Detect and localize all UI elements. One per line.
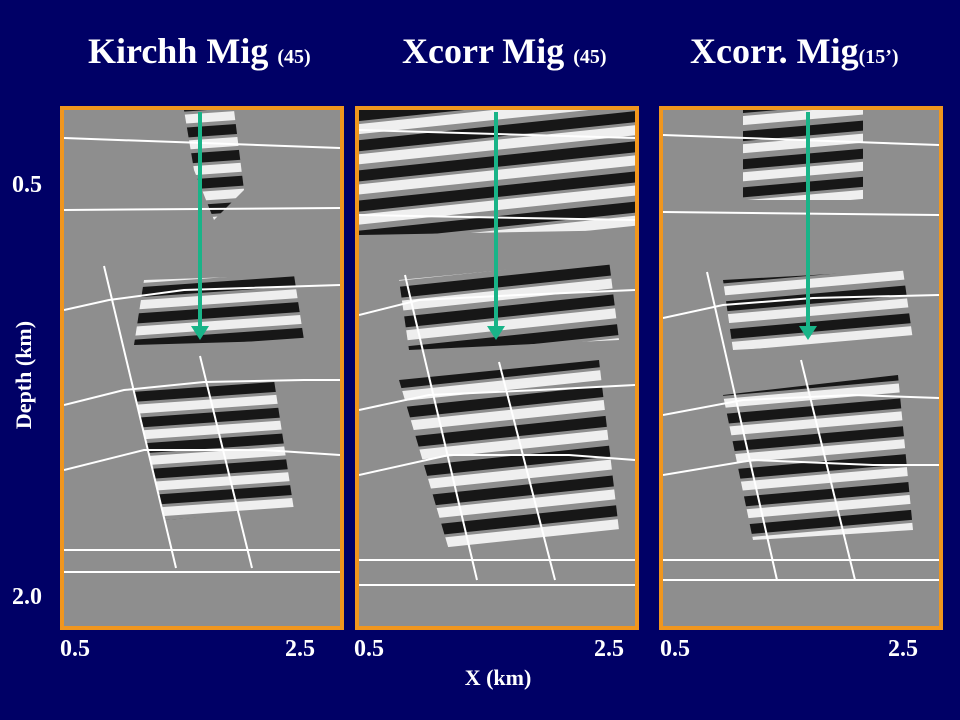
arrow-marker-xcorr-15 bbox=[799, 112, 817, 340]
x-tick-right-panel3: 2.5 bbox=[888, 636, 918, 662]
panel-title-xcorr-45: Xcorr Mig (45) bbox=[402, 31, 607, 71]
arrow-marker-xcorr-45 bbox=[487, 112, 505, 340]
seismic-panel-kirchhoff bbox=[60, 106, 344, 630]
y-tick-top: 0.5 bbox=[12, 172, 42, 198]
panel-title-kirchhoff: Kirchh Mig (45) bbox=[88, 31, 311, 71]
y-tick-bottom: 2.0 bbox=[12, 584, 42, 610]
x-tick-left-panel1: 0.5 bbox=[60, 636, 90, 662]
panel-title-xcorr-15: Xcorr. Mig(15’) bbox=[690, 31, 899, 71]
arrow-marker-kirchhoff bbox=[191, 112, 209, 340]
seismic-image-kirchhoff bbox=[64, 110, 340, 626]
seismic-panel-xcorr-15 bbox=[659, 106, 943, 630]
x-axis-label: X (km) bbox=[464, 665, 532, 690]
x-tick-left-panel3: 0.5 bbox=[660, 636, 690, 662]
x-tick-right-panel1: 2.5 bbox=[285, 636, 315, 662]
seismic-image-xcorr-15 bbox=[663, 110, 939, 626]
y-axis-label: Depth (km) bbox=[11, 320, 36, 430]
x-tick-right-panel2: 2.5 bbox=[594, 636, 624, 662]
x-tick-left-panel2: 0.5 bbox=[354, 636, 384, 662]
